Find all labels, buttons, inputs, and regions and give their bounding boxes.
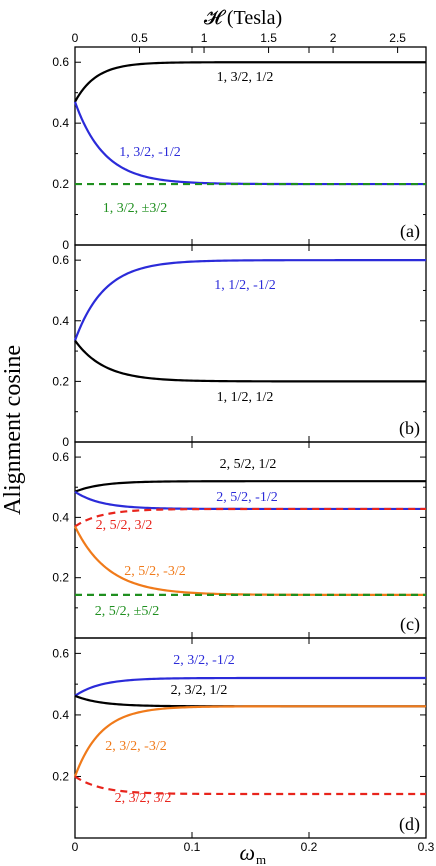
x-tick-label: 0.1 <box>184 840 201 854</box>
panel-d-frame <box>74 637 427 839</box>
top-axis-tick-label: 1 <box>201 31 208 45</box>
curve-label-2-5-2-3-2: 2, 5/2, 3/2 <box>96 518 153 533</box>
curve-2-5-2-3-2 <box>74 525 426 596</box>
y-axis-title: Alignment cosine <box>0 345 26 515</box>
curve-label-2-5-2-pm5-2: 2, 5/2, ±5/2 <box>95 604 159 619</box>
panel-d-y-tick-label: 0.4 <box>52 708 69 722</box>
top-axis-tick-label: 2.5 <box>389 31 406 45</box>
curve-2-3-2-3-2 <box>73 705 426 777</box>
panel-a-tag: (a) <box>400 221 420 242</box>
curve-2-3-2-1-2 <box>74 676 426 697</box>
panel-b-y-tick-label: 0.4 <box>52 314 69 328</box>
curve-1-1-2-1-2 <box>73 259 426 341</box>
panel-d-tag: (d) <box>399 814 420 835</box>
curve-2-3-2-1-2 <box>74 694 426 708</box>
x-tick-label: 0.2 <box>301 840 318 854</box>
curve-1-3-2-1-2 <box>74 61 426 103</box>
curve-label-2-3-2-3-2: 2, 3/2, -3/2 <box>105 739 166 754</box>
curve-label-2-5-2-1-2: 2, 5/2, -1/2 <box>216 490 277 505</box>
panel-b-y-tick-label: 0.6 <box>52 253 69 267</box>
curve-label-1-3-2-1-2: 1, 3/2, 1/2 <box>217 70 274 85</box>
panel-c-y-tick-label: 0.4 <box>52 510 69 524</box>
top-axis-title: 𝓗 (Tesla) <box>204 7 282 29</box>
curve-label-2-5-2-3-2: 2, 5/2, -3/2 <box>124 564 185 579</box>
curve-label-2-3-2-1-2: 2, 3/2, 1/2 <box>171 683 228 698</box>
curve-label-1-1-2-1-2: 1, 1/2, 1/2 <box>217 390 274 405</box>
curve-label-1-3-2-pm3-2: 1, 3/2, ±3/2 <box>103 201 167 216</box>
x-tick-label: 0.3 <box>418 840 435 854</box>
curve-2-3-2-3-2 <box>74 775 426 796</box>
panel-d-y-tick-label: 0.6 <box>52 646 69 660</box>
top-axis-tick-label: 1.5 <box>260 31 277 45</box>
curve-label-1-3-2-1-2: 1, 3/2, -1/2 <box>119 145 180 160</box>
curve-1-1-2-1-2 <box>74 339 426 383</box>
panel-c-y-tick-label: 0.6 <box>52 450 69 464</box>
curve-label-2-5-2-1-2: 2, 5/2, 1/2 <box>220 457 277 472</box>
panel-a-y-tick-label: 0.6 <box>52 55 69 69</box>
panel-a-y-tick-label: 0.4 <box>52 116 69 130</box>
panel-c-y-tick-label: 0.2 <box>52 571 69 585</box>
panel-c-tag: (c) <box>400 614 420 635</box>
panel-b-tag: (b) <box>399 418 420 439</box>
x-axis-title-subscript: m <box>256 852 266 866</box>
panel-a-y-tick-label: 0.2 <box>52 177 69 191</box>
panel-b-y-tick-label: 0.2 <box>52 374 69 388</box>
x-axis-title: ω <box>239 840 255 865</box>
panel-a-y-tick-label: 0 <box>62 238 69 252</box>
curve-2-5-2-1-2 <box>74 480 426 493</box>
curve-2-5-2-3-2 <box>74 507 426 528</box>
x-tick-label: 0 <box>72 840 79 854</box>
curve-1-3-2-1-2 <box>73 101 426 186</box>
curve-label-1-1-2-1-2: 1, 1/2, -1/2 <box>214 278 275 293</box>
curve-label-2-3-2-3-2: 2, 3/2, 3/2 <box>115 791 172 806</box>
top-axis-tick-label: 2 <box>330 31 337 45</box>
top-axis-tick-label: 0 <box>72 31 79 45</box>
curve-2-5-2-1-2 <box>74 490 426 511</box>
top-axis-tick-label: 0.5 <box>131 31 148 45</box>
panel-d-y-tick-label: 0.2 <box>52 769 69 783</box>
curve-label-2-3-2-1-2: 2, 3/2, -1/2 <box>173 653 234 668</box>
panel-b-y-tick-label: 0 <box>62 435 69 449</box>
